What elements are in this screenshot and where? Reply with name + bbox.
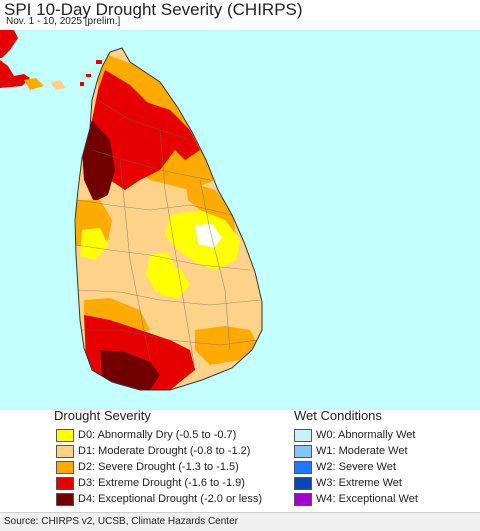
region-d3-east — [140, 100, 200, 160]
drought-map — [0, 30, 480, 410]
drought-legend-title: Drought Severity — [54, 408, 151, 423]
swatch-w3 — [294, 476, 312, 490]
region-d2-southeast — [195, 326, 258, 365]
source-bar: Source: CHIRPS v2, UCSB, Climate Hazards… — [0, 512, 480, 531]
legend-item-d4: D4: Exceptional Drought (-2.0 or less) — [56, 492, 262, 506]
swatch-d4 — [56, 492, 74, 506]
swatch-w1 — [294, 444, 312, 458]
coastline — [74, 47, 263, 391]
legend-item-d3: D3: Extreme Drought (-1.6 to -1.9) — [56, 476, 245, 490]
map-title: SPI 10-Day Drought Severity (CHIRPS) — [4, 0, 303, 19]
legend-item-d1: D1: Moderate Drought (-0.8 to -1.2) — [56, 444, 250, 458]
legend-item-w1: W1: Moderate Wet — [294, 444, 408, 458]
legend-label-w4: W4: Exceptional Wet — [316, 493, 418, 505]
legend-label-d3: D3: Extreme Drought (-1.6 to -1.9) — [78, 477, 245, 489]
source-text: Source: CHIRPS v2, UCSB, Climate Hazards… — [4, 516, 238, 527]
region-white-central — [195, 224, 222, 248]
islets — [80, 60, 102, 86]
region-d4-south — [100, 350, 160, 390]
district-boundaries — [75, 99, 261, 371]
wet-legend-title: Wet Conditions — [294, 408, 382, 423]
region-d4-northwest — [82, 120, 115, 202]
legend-label-w2: W2: Severe Wet — [316, 461, 396, 473]
sri-lanka-island — [75, 48, 262, 390]
india-coast — [0, 30, 66, 90]
legend-item-d0: D0: Abnormally Dry (-0.5 to -0.7) — [56, 428, 236, 442]
swatch-d3 — [56, 476, 74, 490]
legend-label-d2: D2: Severe Drought (-1.3 to -1.5) — [78, 461, 239, 473]
swatch-w4 — [294, 492, 312, 506]
swatch-d0 — [56, 428, 74, 442]
legend-item-d2: D2: Severe Drought (-1.3 to -1.5) — [56, 460, 239, 474]
legend-label-w3: W3: Extreme Wet — [316, 477, 402, 489]
legend-label-w0: W0: Abnormally Wet — [316, 429, 416, 441]
legend-item-w3: W3: Extreme Wet — [294, 476, 402, 490]
legend-item-w2: W2: Severe Wet — [294, 460, 396, 474]
swatch-d1 — [56, 444, 74, 458]
swatch-w0 — [294, 428, 312, 442]
legend-label-d4: D4: Exceptional Drought (-2.0 or less) — [78, 493, 263, 505]
legend-item-w4: W4: Exceptional Wet — [294, 492, 418, 506]
swatch-d2 — [56, 460, 74, 474]
swatch-w2 — [294, 460, 312, 474]
legend-label-d0: D0: Abnormally Dry (-0.5 to -0.7) — [78, 429, 237, 441]
legend-label-d1: D1: Moderate Drought (-0.8 to -1.2) — [78, 445, 251, 457]
region-d0-west — [80, 228, 108, 260]
legend-label-w1: W1: Moderate Wet — [316, 445, 408, 457]
map-subtitle: Nov. 1 - 10, 2025 [prelim.] — [6, 16, 121, 27]
legend-item-w0: W0: Abnormally Wet — [294, 428, 415, 442]
region-d0-south — [160, 268, 190, 298]
